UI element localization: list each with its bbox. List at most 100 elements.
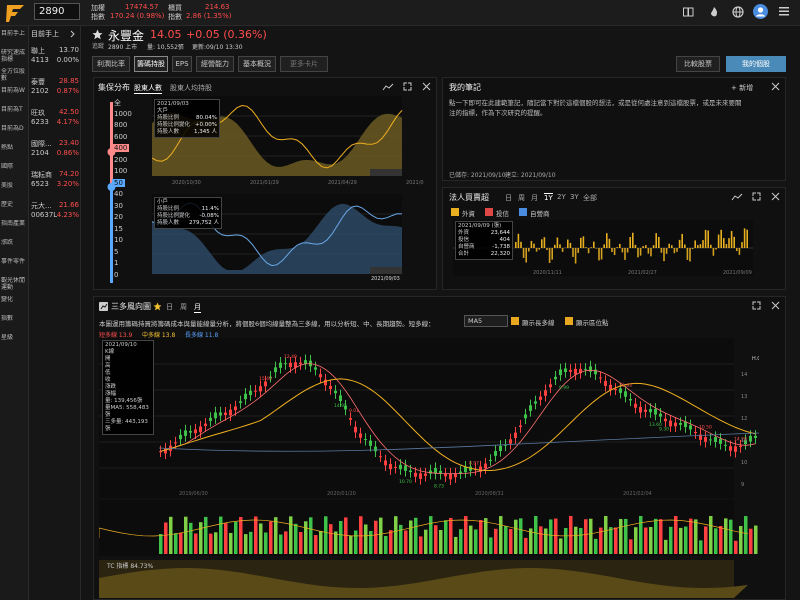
compare-button[interactable]: 比較股票 xyxy=(676,56,720,72)
holder-level[interactable]: 40 xyxy=(114,190,123,198)
expand-icon[interactable] xyxy=(752,192,761,201)
x-tick-label: 2021/02/27 xyxy=(628,270,657,276)
tab-avg-holding[interactable]: 股東人均持股 xyxy=(170,84,212,92)
globe-icon[interactable] xyxy=(732,6,744,18)
chevron-right-icon[interactable] xyxy=(69,30,76,38)
inst-bar xyxy=(723,238,725,248)
nav-item[interactable]: 變化 xyxy=(1,296,14,303)
expand-icon[interactable] xyxy=(752,301,761,310)
nav-item[interactable]: 星級 xyxy=(1,334,14,341)
legend-checkbox[interactable] xyxy=(519,208,527,216)
app-logo-icon[interactable] xyxy=(4,3,26,23)
institution-tab[interactable]: 1Y xyxy=(544,193,553,202)
card-button[interactable]: 利潤比率 xyxy=(92,56,130,72)
nav-item[interactable]: 目前為W xyxy=(1,87,25,94)
nav-item[interactable]: 美股 xyxy=(1,182,14,189)
legend-checkbox[interactable] xyxy=(451,208,459,216)
holder-level[interactable]: 1 xyxy=(114,259,119,267)
legend-checkbox[interactable] xyxy=(485,208,493,216)
show-long-checkbox[interactable] xyxy=(511,317,519,325)
candle xyxy=(669,420,672,427)
institution-tab[interactable]: 日 xyxy=(505,194,512,202)
avatar-icon[interactable] xyxy=(753,4,768,19)
watchlist-row[interactable]: 國際... 2104 23.40 0.86% xyxy=(31,139,79,163)
nav-item[interactable]: 研究速成指標 xyxy=(1,49,26,63)
line-chart-icon[interactable] xyxy=(731,193,743,202)
x-tick-label: 2020/10/30 xyxy=(172,180,201,186)
holder-level[interactable]: 200 xyxy=(114,155,128,164)
holder-level[interactable]: 15 xyxy=(114,224,123,233)
volume-bar xyxy=(224,523,228,554)
card-button[interactable]: 基本概況 xyxy=(238,56,276,72)
holder-level[interactable]: 0 xyxy=(114,270,119,279)
institution-tab[interactable]: 全部 xyxy=(583,194,597,202)
stock-search-input[interactable] xyxy=(34,3,80,20)
watchlist-row[interactable]: 聯上 4113 13.70 0.00% xyxy=(31,46,79,70)
institution-tab[interactable]: 月 xyxy=(531,194,538,202)
volume-bar xyxy=(164,522,168,554)
close-icon[interactable] xyxy=(771,301,780,310)
note-body[interactable]: 點一下即可在此建範筆記，隨記當下對於這檔個股的想法，或是從何處注意到這檔股票，或… xyxy=(449,99,742,117)
kline-tab[interactable]: 月 xyxy=(194,303,201,313)
institution-tab[interactable]: 周 xyxy=(518,194,525,202)
holder-level[interactable]: 10 xyxy=(114,236,123,244)
expand-icon[interactable] xyxy=(403,82,412,91)
holder-level[interactable]: 20 xyxy=(114,213,123,221)
settings-icon[interactable] xyxy=(779,7,789,16)
holder-level[interactable]: 全 xyxy=(114,99,121,107)
holder-level[interactable]: 600 xyxy=(114,132,128,141)
holder-level[interactable]: 1000 xyxy=(114,109,132,118)
close-icon[interactable] xyxy=(771,192,780,201)
card-button[interactable]: 籌碼持股 xyxy=(134,56,168,72)
watchlist-row[interactable]: 泰豐 2102 28.85 0.87% xyxy=(31,77,79,101)
close-icon[interactable] xyxy=(422,82,431,91)
holder-level[interactable]: 30 xyxy=(114,201,123,210)
fire-icon[interactable] xyxy=(709,6,719,18)
watchlist-row[interactable]: 元大... 00637L 21.66 4.23% xyxy=(31,201,79,225)
tab-shareholders[interactable]: 股東人數 xyxy=(134,84,162,94)
nav-item[interactable]: 國際 xyxy=(1,163,14,170)
y-tick-label: 13 xyxy=(741,394,747,400)
follow-label[interactable]: 追蹤 xyxy=(92,43,105,50)
star-icon[interactable] xyxy=(153,302,162,311)
holder-level[interactable]: 5 xyxy=(114,247,119,256)
nav-item[interactable]: 熱點 xyxy=(1,144,14,151)
close-icon[interactable] xyxy=(771,82,780,91)
candle xyxy=(459,471,462,474)
nav-item[interactable]: 目前手上 xyxy=(1,30,26,37)
watchlist-row[interactable]: 旺玖 6233 42.50 4.17% xyxy=(31,108,79,132)
holder-level[interactable]: 50 xyxy=(112,178,125,187)
nav-item[interactable]: 目前為T xyxy=(1,106,23,113)
card-button[interactable]: 更多卡片 xyxy=(280,56,328,72)
star-icon[interactable] xyxy=(92,29,103,40)
nav-item[interactable]: 事件零件 xyxy=(1,258,26,265)
holder-level[interactable]: 800 xyxy=(114,121,128,129)
kline-tab[interactable]: 周 xyxy=(180,303,187,311)
nav-item[interactable]: 漲跌 xyxy=(1,239,14,246)
candle xyxy=(199,426,202,433)
ma-select[interactable]: MA5 xyxy=(464,315,508,327)
nav-item[interactable]: 指南產業 xyxy=(1,220,26,227)
line-chart-icon[interactable] xyxy=(382,83,394,92)
my-stock-button[interactable]: 我的個股 xyxy=(726,56,786,72)
kline-tab[interactable]: 日 xyxy=(166,303,173,311)
book-icon[interactable] xyxy=(683,7,694,17)
tip-label: 自營商 xyxy=(458,244,475,250)
institution-tab[interactable]: 3Y xyxy=(570,193,579,201)
nav-item[interactable]: 目前為D xyxy=(1,125,24,132)
candle xyxy=(389,464,392,470)
nav-item[interactable]: 指數 xyxy=(1,315,14,322)
kline-chart[interactable]: 15.40 14.95 12.40 10.70 9.01 8.73 8.97 9.99 13.9… xyxy=(99,338,759,598)
nav-item[interactable]: 全方位股數 xyxy=(1,68,26,82)
volume-bar xyxy=(684,526,688,554)
nav-item[interactable]: 觀光休閒運動 xyxy=(1,277,26,291)
show-hint-checkbox[interactable] xyxy=(565,317,573,325)
holder-level[interactable]: 400 xyxy=(112,144,130,152)
institution-tab[interactable]: 2Y xyxy=(557,193,566,201)
nav-item[interactable]: 歷史 xyxy=(1,201,14,208)
watchlist-row[interactable]: 瑞耘商 6523 74.20 3.20% xyxy=(31,170,79,194)
card-button[interactable]: 經營能力 xyxy=(196,56,234,72)
add-note-button[interactable]: + 新增 xyxy=(731,84,754,92)
holder-level[interactable]: 100 xyxy=(114,167,128,175)
card-button[interactable]: EPS xyxy=(172,56,192,72)
